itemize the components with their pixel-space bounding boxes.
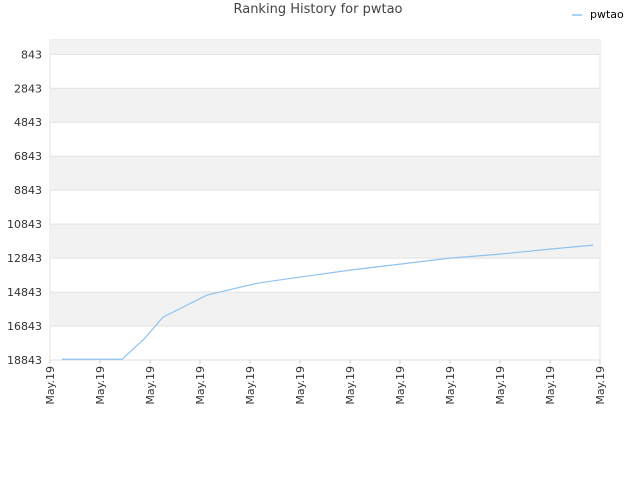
series-line [62,244,594,360]
y-tick-label: 843 [21,48,42,61]
x-tick-label: May.19 [594,366,607,405]
grid-band [50,156,600,191]
grid-band [50,292,600,327]
y-tick-label: 4843 [14,116,42,129]
grid-band [50,40,600,55]
grid-band [50,88,600,123]
chart-title: Ranking History for pwtao [233,2,402,17]
x-tick-label: May.19 [294,366,307,405]
x-tick-label: May.19 [244,366,257,405]
plot-background [49,39,601,361]
x-tick-label: May.19 [94,366,107,405]
y-tick-label: 16843 [7,320,42,333]
y-tick-label: 12843 [7,252,42,265]
x-tick-label: May.19 [344,366,357,405]
x-tick-label: May.19 [44,366,57,405]
y-tick-label: 8843 [14,184,42,197]
x-tick-label: May.19 [544,366,557,405]
y-tick-label: 18843 [7,354,42,367]
x-tick-label: May.19 [444,366,457,405]
y-tick-label: 6843 [14,150,42,163]
x-tick-label: May.19 [194,366,207,405]
x-tick-label: May.19 [144,366,157,405]
y-tick-label: 14843 [7,286,42,299]
legend-label: pwtao [590,8,624,21]
grid-band [50,224,600,259]
x-tick-label: May.19 [394,366,407,405]
y-tick-label: 10843 [7,218,42,231]
x-tick-label: May.19 [494,366,507,405]
y-tick-label: 2843 [14,82,42,95]
